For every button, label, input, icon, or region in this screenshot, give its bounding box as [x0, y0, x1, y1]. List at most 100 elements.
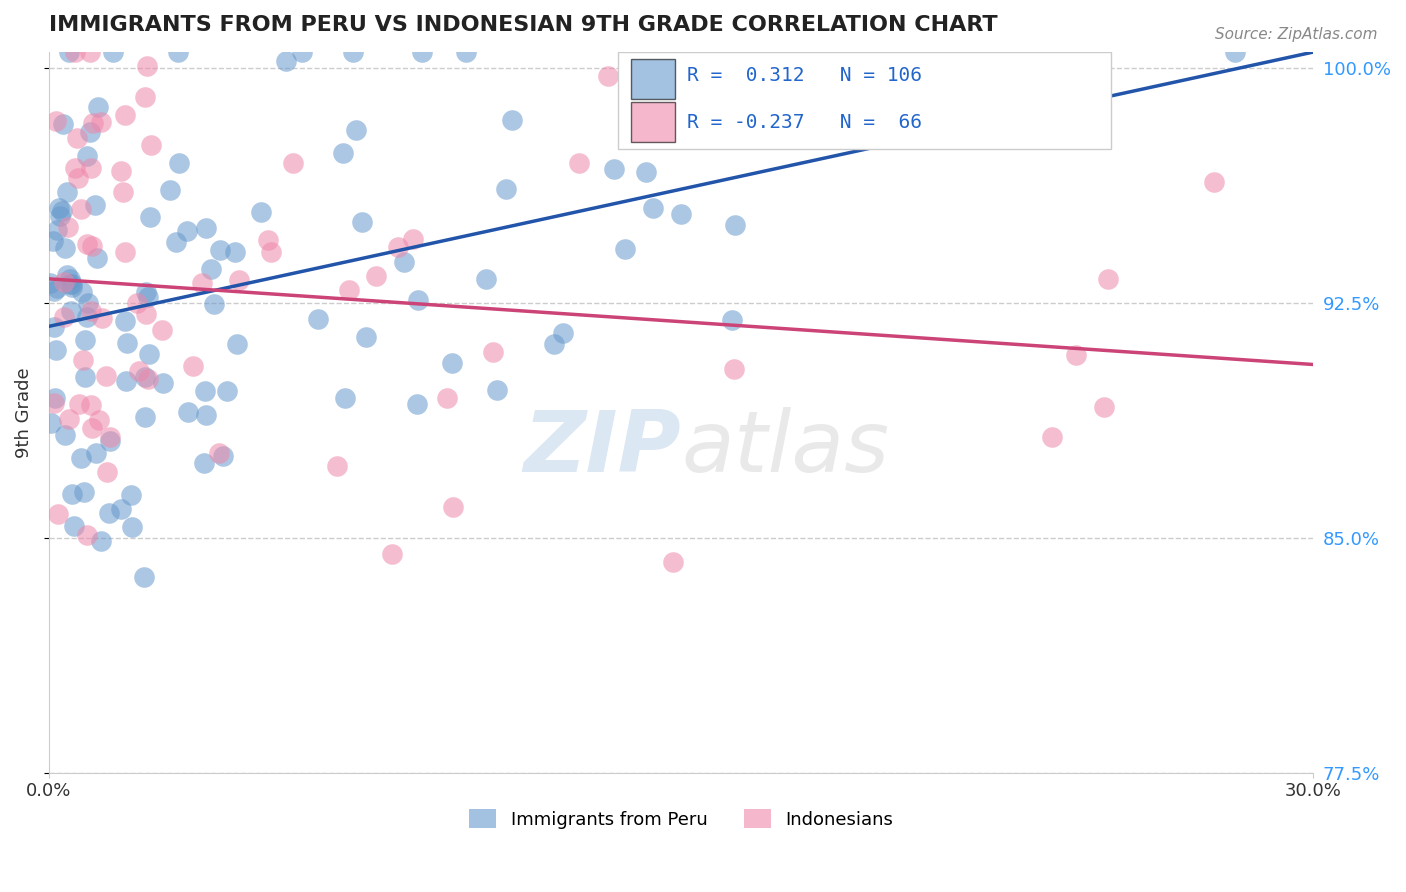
Point: [79, 125, 101, 139]
Point: [326, 458, 349, 473]
Point: [495, 181, 517, 195]
Point: [59, 303, 82, 318]
Point: [614, 242, 637, 256]
Point: [114, 313, 136, 327]
FancyBboxPatch shape: [617, 52, 1111, 149]
Point: [58, 411, 80, 425]
Point: [436, 391, 458, 405]
Point: [136, 372, 159, 386]
Point: [135, 307, 157, 321]
Point: [86, 252, 108, 266]
Text: R = -0.237   N =  66: R = -0.237 N = 66: [688, 113, 922, 132]
Point: [704, 45, 727, 59]
Point: [661, 555, 683, 569]
Text: IMMIGRANTS FROM PERU VS INDONESIAN 9TH GRADE CORRELATION CHART: IMMIGRANTS FROM PERU VS INDONESIAN 9TH G…: [49, 15, 998, 35]
Point: [52, 117, 75, 131]
Point: [150, 323, 173, 337]
Point: [333, 391, 356, 405]
Point: [139, 210, 162, 224]
Point: [152, 376, 174, 390]
Point: [59, 277, 82, 291]
Text: Source: ZipAtlas.com: Source: ZipAtlas.com: [1215, 27, 1378, 42]
Point: [42, 395, 65, 409]
Point: [84, 198, 107, 212]
Point: [117, 335, 139, 350]
FancyBboxPatch shape: [630, 59, 675, 99]
Point: [45, 114, 67, 128]
Point: [80, 304, 103, 318]
Point: [80, 239, 103, 253]
Point: [56, 185, 79, 199]
Point: [98, 430, 121, 444]
Point: [84, 446, 107, 460]
Point: [215, 384, 238, 399]
Point: [202, 297, 225, 311]
Point: [159, 183, 181, 197]
Point: [167, 156, 190, 170]
Point: [76, 149, 98, 163]
Point: [120, 488, 142, 502]
Point: [212, 449, 235, 463]
Point: [69, 451, 91, 466]
Point: [77, 296, 100, 310]
Point: [344, 123, 367, 137]
Point: [456, 45, 478, 59]
Point: [87, 413, 110, 427]
Point: [332, 145, 354, 160]
Point: [110, 163, 132, 178]
Point: [474, 271, 496, 285]
Point: [72, 353, 94, 368]
Point: [39, 416, 62, 430]
Point: [228, 273, 250, 287]
Point: [53, 241, 76, 255]
Point: [195, 220, 218, 235]
Point: [291, 45, 314, 59]
Point: [80, 161, 103, 175]
Point: [337, 283, 360, 297]
Point: [568, 156, 591, 170]
Point: [46, 280, 69, 294]
Point: [1040, 429, 1063, 443]
Point: [208, 446, 231, 460]
Point: [553, 326, 575, 340]
Point: [75, 334, 97, 348]
Point: [441, 500, 464, 515]
Point: [603, 161, 626, 176]
Point: [354, 330, 377, 344]
Point: [66, 171, 89, 186]
Point: [406, 397, 429, 411]
Point: [723, 361, 745, 376]
Point: [114, 108, 136, 122]
Point: [720, 313, 742, 327]
Point: [543, 337, 565, 351]
Point: [128, 364, 150, 378]
Point: [250, 204, 273, 219]
Point: [226, 337, 249, 351]
Point: [195, 409, 218, 423]
Point: [501, 112, 523, 127]
Point: [283, 155, 305, 169]
Point: [636, 164, 658, 178]
Point: [44, 391, 66, 405]
Point: [60, 487, 83, 501]
Point: [75, 370, 97, 384]
Point: [276, 54, 298, 68]
Point: [134, 409, 156, 424]
Point: [65, 45, 87, 59]
Point: [52, 275, 75, 289]
Point: [177, 405, 200, 419]
Point: [176, 224, 198, 238]
Point: [42, 320, 65, 334]
Y-axis label: 9th Grade: 9th Grade: [15, 367, 32, 458]
Point: [165, 235, 187, 249]
Text: ZIP: ZIP: [523, 407, 681, 490]
Point: [995, 67, 1018, 81]
Point: [724, 218, 747, 232]
Point: [307, 311, 329, 326]
Point: [1202, 175, 1225, 189]
Point: [259, 245, 281, 260]
Point: [1225, 45, 1247, 59]
Point: [48, 201, 70, 215]
Point: [596, 69, 619, 83]
Point: [135, 285, 157, 300]
